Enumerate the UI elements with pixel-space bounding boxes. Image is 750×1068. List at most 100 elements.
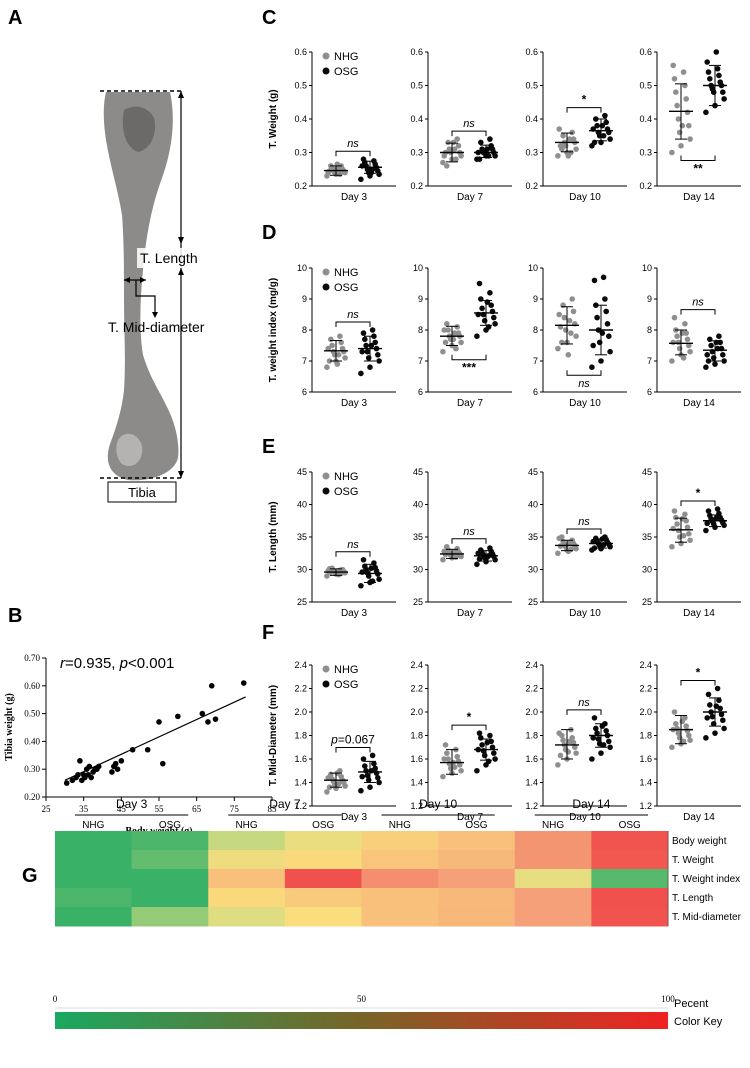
nhg-point bbox=[683, 96, 689, 102]
osg-point bbox=[598, 358, 604, 364]
nhg-point bbox=[326, 784, 333, 790]
key-tick-label: 100 bbox=[661, 994, 675, 1004]
correlation-annotation: r=0.935, p<0.001 bbox=[60, 655, 174, 672]
significance-bracket bbox=[680, 155, 716, 161]
significance-label: ns bbox=[347, 539, 359, 551]
legend-osg-label: OSG bbox=[334, 486, 358, 498]
y-tick-label: 1.4 bbox=[639, 778, 652, 788]
osg-point bbox=[721, 725, 727, 732]
nhg-point bbox=[324, 573, 330, 579]
y-tick-label: 35 bbox=[642, 532, 652, 542]
y-axis-label: T. Weight (g) bbox=[268, 89, 279, 148]
x-category-label: Day 3 bbox=[341, 608, 368, 619]
osg-point bbox=[360, 756, 367, 762]
significance-bracket bbox=[680, 500, 716, 507]
nhg-point bbox=[678, 143, 684, 149]
y-tick-label: 1.2 bbox=[525, 801, 538, 811]
osg-point bbox=[476, 556, 483, 562]
data-point bbox=[205, 719, 211, 725]
y-tick-label: 1.4 bbox=[525, 778, 538, 788]
nhg-point bbox=[325, 345, 332, 352]
nhg-point bbox=[555, 345, 561, 352]
osg-point bbox=[705, 69, 712, 75]
y-tick-label: 30 bbox=[413, 565, 423, 575]
osg-point bbox=[589, 364, 595, 371]
nhg-point bbox=[679, 516, 686, 522]
y-tick-label: 2.2 bbox=[410, 684, 423, 694]
nhg-point bbox=[326, 358, 333, 364]
panel-d: T. weight index (mg/g) 6 7 8 9 10 Day 3 ns NHG OS… bbox=[268, 263, 741, 409]
y-tick-label: 1.8 bbox=[294, 731, 307, 741]
y-tick-label: 0.5 bbox=[410, 81, 423, 91]
bone-highlight bbox=[116, 433, 143, 466]
legend-osg-marker bbox=[322, 680, 330, 688]
nhg-point bbox=[445, 327, 451, 333]
data-point bbox=[114, 766, 121, 772]
heatmap-cell bbox=[131, 869, 209, 889]
nhg-point bbox=[560, 132, 566, 139]
r-symbol: r bbox=[60, 655, 66, 672]
significance-bracket bbox=[335, 321, 371, 327]
y-tick-label: 0.5 bbox=[294, 81, 307, 91]
heatmap-cell bbox=[438, 831, 516, 851]
data-point bbox=[208, 683, 215, 689]
significance-bracket bbox=[451, 354, 487, 361]
x-tick-label: 55 bbox=[155, 804, 165, 814]
key-percent-label: Pecent bbox=[674, 998, 708, 1010]
y-tick-label: 30 bbox=[642, 565, 652, 575]
y-tick-label: 9 bbox=[647, 294, 652, 304]
nhg-point bbox=[676, 129, 683, 136]
osg-point bbox=[484, 146, 491, 152]
osg-point bbox=[368, 169, 375, 176]
nhg-point bbox=[566, 136, 573, 142]
legend-osg-label: OSG bbox=[334, 66, 358, 78]
x-category-label: Day 3 bbox=[341, 812, 368, 823]
osg-point bbox=[492, 756, 498, 762]
osg-point bbox=[476, 730, 483, 736]
y-tick-label: 40 bbox=[642, 500, 652, 510]
subplot-day-3: 1.2 1.4 1.6 1.8 2.0 2.2 2.4 Day 3 p=0.067 NHG OSG bbox=[294, 660, 396, 823]
y-tick-label: 0.2 bbox=[294, 181, 307, 191]
osg-point bbox=[710, 355, 717, 361]
osg-point bbox=[360, 156, 367, 162]
heatmap-cell bbox=[438, 907, 516, 927]
nhg-point bbox=[441, 327, 448, 333]
significance-label: * bbox=[696, 666, 701, 680]
legend-osg-marker bbox=[322, 283, 330, 291]
heatmap-cell bbox=[438, 888, 516, 908]
osg-point bbox=[603, 308, 609, 315]
osg-point bbox=[704, 715, 710, 721]
nhg-point bbox=[684, 524, 691, 531]
nhg-point bbox=[444, 163, 450, 169]
y-tick-label: 6 bbox=[647, 387, 652, 397]
y-tick-label: 2.4 bbox=[525, 660, 538, 670]
group-header: OSG bbox=[465, 820, 487, 831]
heatmap-cell bbox=[284, 850, 362, 870]
color-key-bar bbox=[55, 1012, 668, 1029]
y-tick-label: 0.3 bbox=[525, 148, 538, 158]
row-label: T. Weight bbox=[672, 855, 714, 866]
heatmap-cell bbox=[208, 888, 286, 908]
y-tick-label: 0.4 bbox=[639, 114, 652, 124]
panel-a: A T. Length T. Mid-diameter Tibia bbox=[8, 7, 211, 503]
x-tick-label: 75 bbox=[230, 804, 240, 814]
osg-point bbox=[367, 364, 373, 371]
y-tick-label: 10 bbox=[297, 263, 307, 273]
x-category-label: Day 14 bbox=[683, 398, 715, 409]
nhg-point bbox=[680, 738, 687, 745]
heatmap-cell bbox=[361, 907, 439, 927]
nhg-point bbox=[683, 723, 689, 729]
nhg-point bbox=[669, 358, 675, 364]
nhg-point bbox=[458, 339, 464, 346]
osg-point bbox=[371, 560, 377, 566]
nhg-point bbox=[442, 742, 449, 748]
nhg-point bbox=[561, 314, 568, 321]
row-label: T. Length bbox=[672, 893, 713, 904]
data-point bbox=[112, 760, 119, 767]
legend-nhg-label: NHG bbox=[334, 51, 358, 63]
x-category-label: Day 7 bbox=[457, 812, 484, 823]
significance-bracket bbox=[335, 746, 371, 753]
nhg-point bbox=[573, 146, 579, 152]
row-label: T. Weight index bbox=[672, 874, 740, 885]
y-tick-label: 7 bbox=[302, 356, 307, 366]
